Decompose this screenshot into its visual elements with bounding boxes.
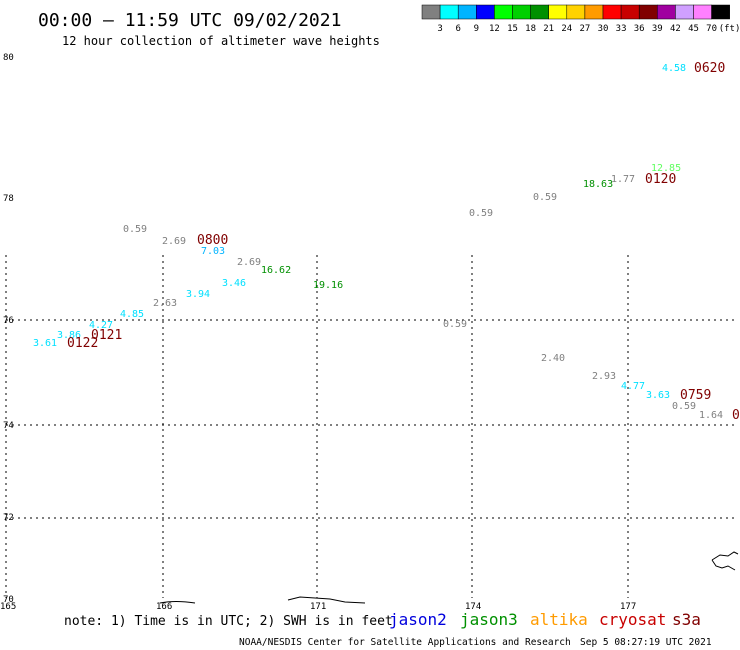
lon-tick-label: 174 [465,602,481,612]
legend-swatch [657,4,676,20]
legend-tick-label: 70 [706,24,717,34]
legend-tick-label: 36 [634,24,645,34]
lat-tick-labels: 80 78 76 74 72 70 [3,53,14,605]
legend-tick-label: 12 [489,24,500,34]
legend-tick-label: 15 [507,24,518,34]
legend-swatch [675,4,694,20]
pass-time-label: 0800 [197,233,228,248]
legend-swatch [439,4,459,20]
swh-label: 4.85 [120,309,144,320]
lon-tick-labels: 165 166 171 174 177 [0,602,636,612]
legend-swatch [512,4,531,20]
lat-tick-label: 78 [3,194,14,204]
color-scale-legend: 3 6 9 12 15 18 21 24 27 30 33 36 39 42 45 70 (ft) [421,4,740,34]
observation-labels: 4.58 0620 12.85 18.63 1.77 0120 0.59 0.5… [33,61,740,423]
satellite-legend: jason2 jason3 altika cryosat s3a [389,610,701,629]
legend-swatch [457,4,477,20]
swh-label: 0.59 [533,192,557,203]
swh-label: 12.85 [651,163,681,174]
pass-time-label: 0121 [91,328,122,343]
legend-swatch [566,4,586,20]
map-subtitle: 12 hour collection of altimeter wave hei… [62,34,380,48]
lat-tick-label: 76 [3,316,14,326]
legend-tick-label: 6 [455,24,460,34]
pass-time-label: 0122 [67,336,98,351]
footer-credit: NOAA/NESDIS Center for Satellite Applica… [239,637,571,648]
swh-label: 4.27 [89,320,113,331]
legend-tick-label: 27 [579,24,590,34]
satellite-s3a: s3a [672,610,701,629]
swh-label: 0.59 [672,401,696,412]
legend-tick-label: 9 [474,24,479,34]
legend-swatch [530,4,549,20]
legend-tick-label: 21 [543,24,554,34]
swh-label: 3.46 [222,278,246,289]
lat-tick-label: 80 [3,53,14,63]
swh-label: 0.59 [443,319,467,330]
grid [5,255,736,598]
swh-label: 0.59 [469,208,493,219]
legend-swatch [638,4,658,20]
swh-label: 1.64 [699,410,723,421]
map-title: 00:00 – 11:59 UTC 09/02/2021 [38,10,341,31]
legend-swatch [602,4,622,20]
legend-tick-label: 3 [437,24,442,34]
legend-swatch [476,4,495,20]
legend-swatch [548,4,568,20]
legend-swatch [693,4,712,20]
swh-label: 3.94 [186,289,210,300]
swh-label: 7.03 [201,246,225,257]
legend-tick-label: 45 [688,24,699,34]
satellite-jason2: jason2 [389,610,447,629]
footer-note: note: 1) Time is in UTC; 2) SWH is in fe… [64,614,393,629]
swh-label: 1.77 [611,174,635,185]
satellite-cryosat: cryosat [599,610,666,629]
legend-swatch [494,4,513,20]
legend-tick-label: 42 [670,24,681,34]
swh-label: 0.59 [123,224,147,235]
swh-label: 4.58 [662,63,686,74]
swh-label: 2.40 [541,353,565,364]
pass-time-label: 0120 [645,172,676,187]
swh-label: 16.62 [261,265,291,276]
satellite-jason3: jason3 [460,610,518,629]
swh-label: 3.86 [57,330,81,341]
swh-label: 19.16 [313,280,343,291]
swh-label: 4.77 [621,381,645,392]
legend-swatch [620,4,640,20]
lat-tick-label: 74 [3,421,14,431]
legend-swatch [421,4,441,20]
legend-tick-label: 18 [525,24,536,34]
swh-label: 2.69 [237,257,261,268]
legend-swatch [711,4,730,20]
swh-label: 2.69 [162,236,186,247]
coastline-right [711,551,739,571]
lon-tick-label: 166 [156,602,172,612]
coastline-left [159,601,196,604]
lon-tick-label: 165 [0,602,16,612]
swh-label: 3.61 [33,338,57,349]
legend-unit: (ft) [719,24,740,34]
legend-tick-label: 30 [598,24,609,34]
satellite-altika: altika [530,610,588,629]
legend-tick-label: 33 [616,24,627,34]
lat-tick-label: 70 [3,595,14,605]
lat-tick-label: 72 [3,513,14,523]
lon-tick-label: 171 [310,602,326,612]
pass-time-label: 0 [732,408,740,423]
pass-time-label: 0759 [680,388,711,403]
pass-time-label: 0620 [694,61,725,76]
legend-swatch [584,4,604,20]
swh-label: 2.63 [153,298,177,309]
coastline [159,551,739,604]
legend-tick-label: 39 [652,24,663,34]
lon-tick-label: 177 [620,602,636,612]
legend-tick-label: 24 [561,24,572,34]
swh-label: 2.93 [592,371,616,382]
footer-timestamp: Sep 5 08:27:19 UTC 2021 [580,637,712,648]
coastline-center [287,596,366,604]
swh-label: 18.63 [583,179,613,190]
swh-label: 3.63 [646,390,670,401]
